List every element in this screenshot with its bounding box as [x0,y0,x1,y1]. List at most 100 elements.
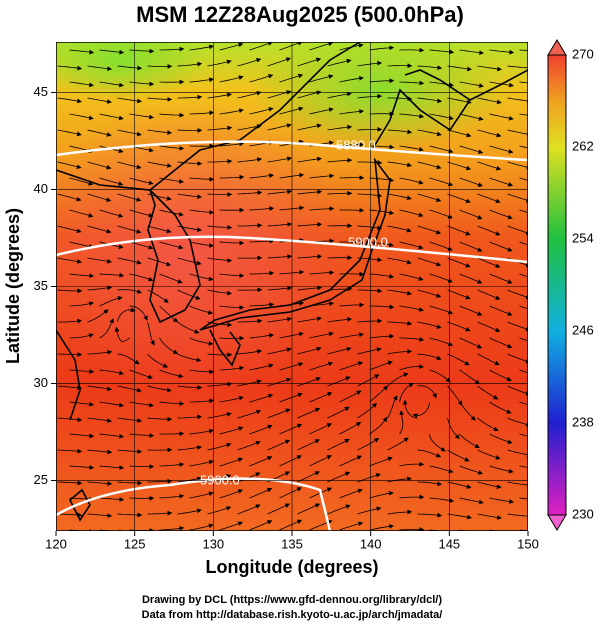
streamline [327,190,353,196]
streamline [399,273,424,281]
streamline [519,305,528,310]
streamline [297,123,322,131]
streamline [219,489,243,499]
streamline [189,369,215,375]
streamline [429,465,454,474]
streamline [159,401,185,406]
streamline [519,81,528,84]
colorbar-tick-label: 262 [572,138,594,153]
streamline [399,145,424,152]
coastline [56,329,81,421]
streamline [339,521,364,531]
streamline [69,369,95,374]
streamline [87,481,113,486]
streamline [57,480,83,486]
streamline [267,222,293,227]
streamline [412,401,430,418]
streamline [147,161,172,168]
streamline [477,225,501,236]
streamline [189,337,214,346]
streamline [447,161,472,171]
streamline [399,461,425,467]
streamline [279,205,305,211]
streamline [357,93,383,99]
streamline [114,326,130,342]
contour-label: 5900.0 [200,472,240,487]
streamline [339,361,364,371]
streamline [519,241,528,246]
streamline [477,257,501,268]
colorbar [547,54,567,516]
streamline [399,177,424,185]
streamline [117,449,143,454]
streamline [477,97,502,105]
streamline [267,439,291,451]
streamline [519,177,528,181]
streamline [177,414,203,420]
streamline [417,321,442,329]
coastline [147,189,201,324]
streamline [429,273,453,283]
streamline [489,305,513,316]
streamline [369,385,389,403]
streamline [237,223,263,228]
streamline [279,106,304,115]
streamline [399,527,425,531]
streamline [489,113,514,121]
streamline [447,417,460,439]
streamline [447,353,470,366]
streamline [309,206,335,212]
streamline [417,481,443,487]
streamline [429,337,454,347]
streamline [159,209,184,217]
x-tick-label: 140 [360,536,382,551]
streamline [267,57,291,67]
streamline [69,401,95,407]
streamline [267,254,293,259]
streamline [117,161,142,170]
colorbar-extend [547,39,567,56]
streamline [369,273,395,279]
colorbar-tick-label: 270 [572,46,594,61]
streamline [459,241,483,252]
streamline [387,129,413,135]
streamline [459,273,483,284]
contours [56,140,528,531]
streamline [297,439,320,451]
streamline [297,316,322,323]
streamline [189,241,214,248]
y-tick-label: 45 [34,84,48,99]
x-axis-label: Longitude (degrees) [205,557,378,577]
streamline [159,241,184,250]
streamline [489,209,513,220]
streamline [297,222,323,227]
streamline [279,519,303,531]
streamline [477,193,501,204]
streamline [477,417,499,432]
streamline [429,433,446,452]
streamline [219,240,245,246]
streamline [207,289,232,296]
streamline [477,513,502,520]
streamline [519,337,528,342]
streamline [87,193,112,202]
streamline [159,112,185,118]
streamline [357,347,382,355]
streamline [117,65,143,71]
streamline [489,273,513,284]
streamline [417,449,442,458]
streamline [507,417,528,427]
streamline [339,332,364,339]
streamline [57,225,82,234]
streamline [147,353,169,368]
streamline [369,490,394,499]
streamline [297,254,323,259]
streamline [297,346,322,355]
streamline [249,424,273,435]
streamline [459,49,485,56]
streamline [357,437,380,451]
streamline [99,177,124,186]
streamline [399,410,405,435]
streamline [249,206,275,211]
streamline [459,81,484,88]
